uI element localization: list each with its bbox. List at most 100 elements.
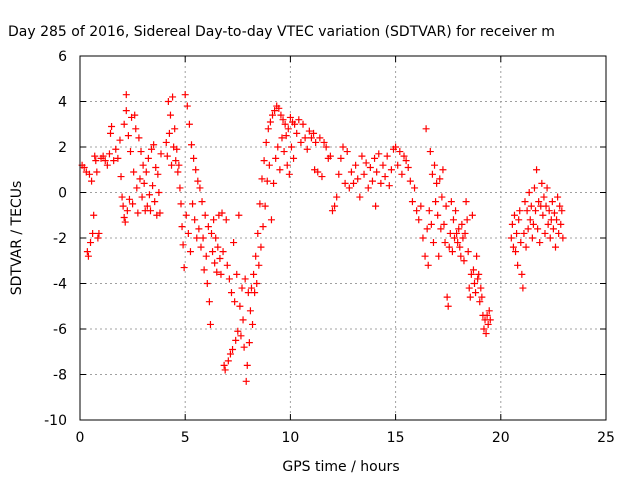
data-point <box>444 302 452 310</box>
data-point <box>322 143 330 151</box>
data-point <box>428 170 436 178</box>
data-point <box>441 239 449 247</box>
data-point <box>538 179 546 187</box>
data-point <box>255 261 263 269</box>
data-point <box>234 327 242 335</box>
data-point <box>177 200 185 208</box>
data-point <box>206 320 214 328</box>
data-point <box>238 284 246 292</box>
data-point <box>509 243 517 251</box>
data-point <box>425 207 433 215</box>
data-point <box>220 361 228 369</box>
data-point <box>134 209 142 217</box>
data-point <box>536 239 544 247</box>
data-point <box>400 152 408 160</box>
data-point <box>155 189 163 196</box>
data-point <box>462 198 470 206</box>
data-point <box>185 120 193 128</box>
data-point <box>456 243 464 251</box>
data-point <box>482 330 490 338</box>
data-point <box>233 270 241 278</box>
data-point <box>152 163 160 171</box>
data-point <box>245 339 253 347</box>
data-point <box>553 216 561 224</box>
data-point <box>387 166 395 174</box>
data-point <box>472 289 480 297</box>
data-point <box>408 198 416 206</box>
data-point <box>213 268 221 276</box>
data-point <box>439 166 447 174</box>
data-point <box>225 275 233 283</box>
data-point <box>427 220 435 228</box>
data-point <box>156 209 164 217</box>
data-point <box>180 264 188 272</box>
data-point <box>431 161 439 169</box>
data-point <box>108 123 116 131</box>
data-point <box>283 161 291 169</box>
data-point <box>385 182 393 190</box>
data-point <box>103 161 111 169</box>
data-point <box>546 234 554 242</box>
data-point <box>222 216 230 224</box>
data-point <box>303 145 311 153</box>
data-point <box>258 175 266 183</box>
data-point <box>247 284 255 292</box>
data-point <box>231 298 239 306</box>
data-point <box>518 270 526 278</box>
data-point <box>129 200 137 208</box>
x-tick-label: 0 <box>76 430 85 446</box>
data-point <box>318 173 326 181</box>
data-point <box>227 289 235 297</box>
data-point <box>212 234 220 242</box>
data-point <box>259 223 267 231</box>
data-point <box>236 302 244 310</box>
data-point <box>343 148 351 156</box>
data-point <box>533 166 541 174</box>
data-point <box>270 179 278 187</box>
y-tick-label: -6 <box>53 322 67 338</box>
data-point <box>122 91 130 99</box>
data-point <box>434 211 442 219</box>
data-point <box>314 168 322 176</box>
data-point <box>216 254 224 262</box>
data-point <box>218 209 226 217</box>
data-point <box>164 98 172 105</box>
data-point <box>94 234 102 242</box>
data-point <box>110 157 118 165</box>
data-point <box>526 216 534 224</box>
data-point <box>193 234 201 242</box>
data-point <box>195 225 203 233</box>
data-point <box>468 211 476 219</box>
data-point <box>269 111 277 119</box>
data-point <box>527 202 535 210</box>
data-point <box>251 289 259 297</box>
data-point <box>197 243 205 251</box>
data-point <box>443 293 451 301</box>
data-point <box>328 207 336 215</box>
y-tick-label: 4 <box>58 95 67 111</box>
data-point <box>135 134 143 142</box>
data-point <box>293 129 301 137</box>
data-point <box>287 143 295 151</box>
data-point <box>203 280 211 287</box>
data-point <box>112 145 120 153</box>
data-point <box>214 243 222 251</box>
data-point <box>440 220 448 228</box>
data-point <box>453 229 461 237</box>
data-point <box>442 202 450 210</box>
data-point <box>448 248 456 256</box>
data-point <box>517 239 525 247</box>
data-point <box>250 270 258 278</box>
data-point <box>507 234 515 242</box>
data-point <box>184 229 192 237</box>
y-tick-label: -10 <box>44 413 67 429</box>
data-point <box>392 143 400 151</box>
data-point <box>146 207 154 215</box>
data-point <box>478 293 486 301</box>
data-point <box>198 198 206 206</box>
data-point <box>466 293 474 301</box>
data-point <box>229 345 237 353</box>
data-point <box>301 134 309 142</box>
data-point <box>189 200 197 208</box>
